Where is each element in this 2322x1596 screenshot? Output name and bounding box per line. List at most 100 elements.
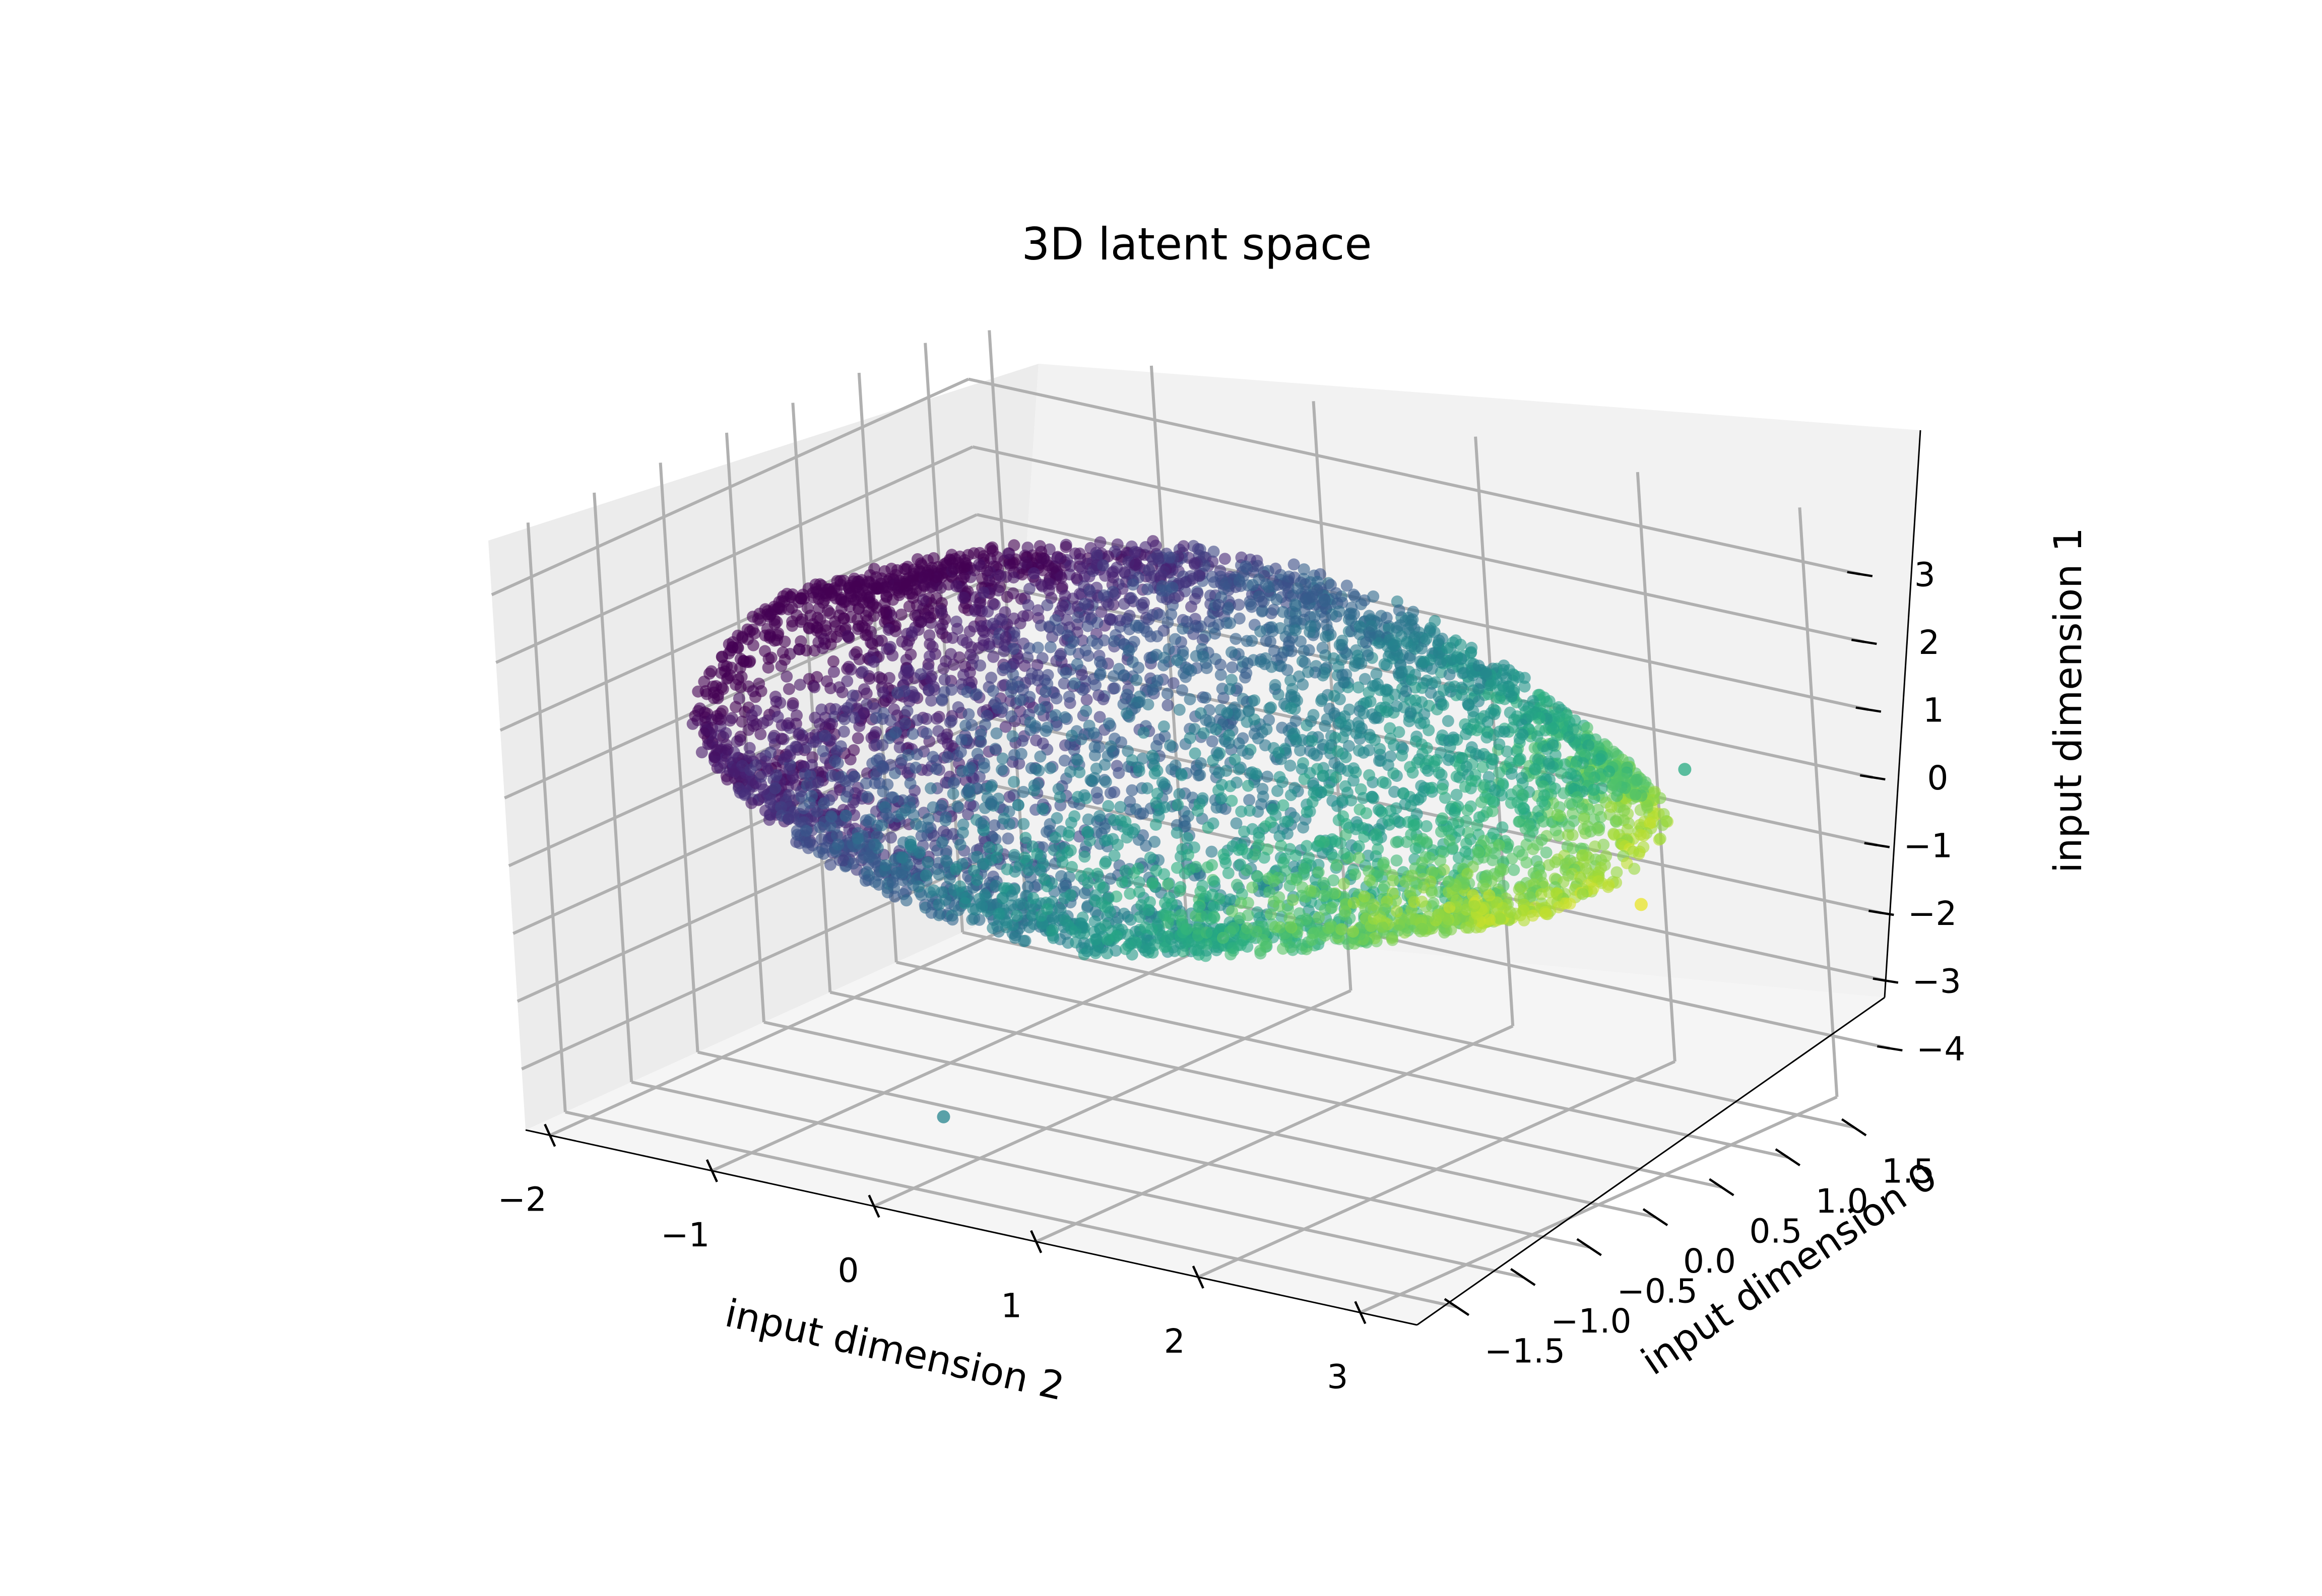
scatter-point [1654,832,1666,845]
scatter-point [1458,667,1470,679]
scatter-point [946,913,959,926]
scatter-point [1373,637,1385,649]
scatter-point [1415,642,1428,655]
scatter-point [888,890,901,903]
scatter-point [1494,913,1507,925]
scatter-point [1207,817,1219,830]
scatter-point [810,583,822,595]
scatter-point [1197,650,1210,663]
scatter-point [1153,733,1165,746]
grid-line-floor-y [697,1050,1590,1249]
scatter-point [963,625,976,638]
scatter-point [794,679,806,691]
scatter-point [1493,766,1506,779]
scatter-point [1132,661,1145,674]
scatter-point [1496,821,1509,834]
scatter-point [838,713,851,725]
scatter-point [1034,540,1046,552]
scatter-point [1158,651,1171,664]
scatter-point [1478,779,1491,791]
scatter-point [1252,560,1264,572]
scatter-point [1400,637,1413,649]
scatter-point [1271,578,1284,591]
scatter-point [907,727,919,740]
scatter-point [1363,744,1375,757]
scatter-point [946,632,959,644]
scatter-point [700,723,713,736]
scatter-point [862,606,875,618]
scatter-point [1088,741,1101,753]
grid-line-floor-y [829,990,1722,1189]
scatter-point [987,618,999,630]
scatter-point [1328,707,1340,719]
scatter-point [923,650,936,662]
scatter-point [869,876,881,888]
scatter-point [1224,617,1237,629]
scatter-point [901,705,914,717]
scatter-point [1157,565,1170,578]
scatter-point [890,726,902,739]
scatter-point [736,630,749,643]
scatter-point [1277,799,1289,812]
scatter-point [1370,668,1383,680]
scatter-point [1513,733,1526,745]
scatter-point [1129,558,1142,571]
scatter-point [1367,792,1380,805]
scatter-point [1022,599,1035,612]
scatter-point [1473,811,1486,824]
scatter-point [1340,648,1353,660]
scatter-point [947,787,959,800]
scatter-point [1129,546,1141,558]
scatter-point [1050,719,1063,732]
scatter-point [1289,714,1302,727]
scatter-point [1242,909,1254,921]
scatter-point [975,736,987,748]
scatter-point [1037,737,1049,750]
scatter-point [720,739,733,751]
scatter-point [1305,715,1317,727]
scatter-point [1264,816,1277,829]
scatter-point [926,561,938,574]
scatter-point [1091,617,1104,629]
scatter-point [1540,908,1552,920]
scatter-point [1149,819,1162,831]
scatter-point [1089,679,1102,691]
scatter-point [1187,572,1199,585]
scatter-point [1042,577,1055,590]
scatter-point [1263,886,1276,898]
scatter-point [1212,598,1225,611]
scatter-point [1303,916,1315,928]
scatter-point [1250,925,1263,938]
scatter-point [923,684,935,696]
scatter-point [1229,754,1241,766]
scatter-point [1153,609,1166,621]
scatter-point [962,708,975,720]
scatter-point [1289,849,1302,861]
scatter-point [1118,907,1130,920]
scatter-point [1441,642,1454,654]
scatter-point [827,666,840,678]
scatter-point [824,858,836,871]
scatter-point [1148,767,1161,780]
scatter-point [1173,703,1186,716]
scatter-point [1007,571,1020,584]
scatter-point [961,686,974,698]
scatter-point [781,750,793,763]
scatter-point [1262,872,1275,885]
scatter-point [1122,928,1134,941]
scatter-point [1097,559,1110,572]
scatter-point [1194,769,1206,781]
scatter-point [801,602,814,614]
scatter-point [1231,776,1243,789]
scatter-point [989,743,1002,755]
scatter-point [1628,862,1641,875]
scatter-point [998,645,1010,657]
grid-line-back-z [972,445,1864,643]
scatter-point [791,829,804,841]
scatter-point [1534,869,1547,882]
scatter-point [1091,792,1104,805]
scatter-point [1238,825,1251,838]
scatter-point [1051,552,1064,564]
scatter-point [996,763,1008,776]
scatter-point [1102,800,1115,812]
